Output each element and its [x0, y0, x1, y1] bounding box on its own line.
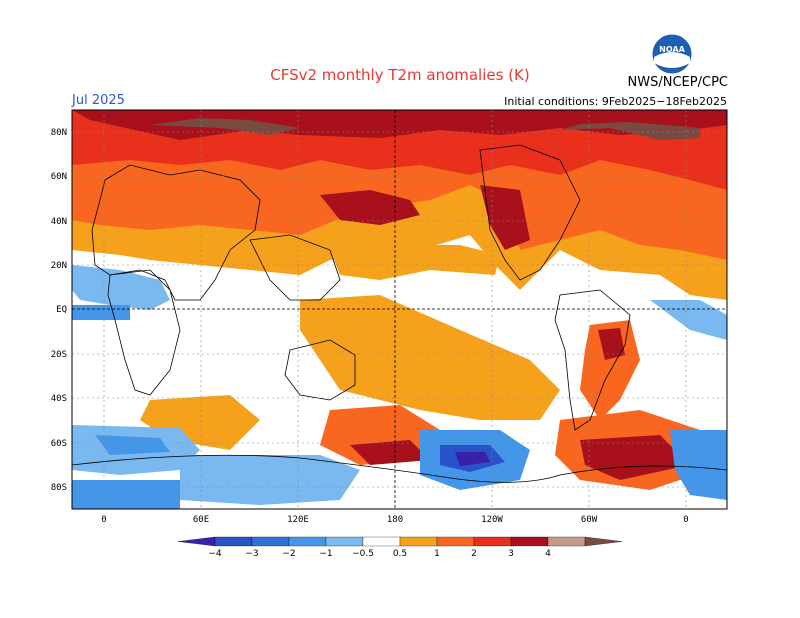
- colorbar-swatch: [362, 536, 401, 547]
- noaa-logo-icon: NOAA: [651, 33, 693, 75]
- colorbar-tick-label: −0.5: [352, 549, 374, 559]
- colorbar-tick-label: −4: [208, 549, 222, 559]
- lon-label: 120E: [287, 515, 309, 525]
- colorbar-swatch: [473, 536, 512, 547]
- chart-title: CFSv2 monthly T2m anomalies (K): [270, 66, 530, 84]
- colorbar-swatch: [251, 536, 290, 547]
- anomaly-field: [72, 110, 727, 509]
- colorbar-swatch: [214, 536, 253, 547]
- lon-label: 0: [683, 515, 688, 525]
- colorbar: −4 −3 −2 −1 −0.5 0.5 1 2 3 4: [177, 536, 623, 559]
- lon-label: 60E: [193, 515, 209, 525]
- lat-label: 80N: [51, 128, 67, 138]
- lat-label: 40N: [51, 217, 67, 227]
- lat-label: 80S: [51, 483, 67, 493]
- colorbar-swatch: [547, 536, 586, 547]
- colorbar-swatch: [325, 536, 364, 547]
- colorbar-swatch: [399, 536, 438, 547]
- lat-label: 60N: [51, 172, 67, 182]
- colorbar-swatch: [288, 536, 327, 547]
- lon-label: 120W: [481, 515, 503, 525]
- agency-label: NWS/NCEP/CPC: [627, 75, 728, 90]
- latitude-labels: 80N 60N 40N 20N EQ 20S 40S 60S 80S: [51, 128, 67, 493]
- colorbar-swatch: [436, 536, 475, 547]
- colorbar-tick-label: −3: [245, 549, 258, 559]
- forecast-month: Jul 2025: [72, 93, 125, 108]
- lat-label: 20S: [51, 350, 67, 360]
- lat-label: 20N: [51, 261, 67, 271]
- graticule: [72, 110, 727, 509]
- colorbar-tick-label: 0.5: [393, 549, 407, 559]
- colorbar-swatch: [584, 536, 623, 547]
- map-frame: [71, 109, 728, 510]
- colorbar-tick-label: 2: [471, 549, 477, 559]
- colorbar-tick-label: 1: [434, 549, 440, 559]
- longitude-labels: 0 60E 120E 180 120W 60W 0: [101, 515, 688, 525]
- colorbar-tick-label: 3: [508, 549, 514, 559]
- lon-label: 0: [101, 515, 106, 525]
- colorbar-swatch: [177, 536, 216, 547]
- colorbar-tick-label: −2: [282, 549, 295, 559]
- initial-conditions: Initial conditions: 9Feb2025−18Feb2025: [504, 95, 727, 108]
- lon-label: 60W: [581, 515, 598, 525]
- colorbar-tick-label: −1: [319, 549, 332, 559]
- colorbar-tick-label: 4: [545, 549, 551, 559]
- lat-label: 60S: [51, 439, 67, 449]
- logo-text: NOAA: [659, 45, 685, 54]
- lat-label: 40S: [51, 394, 67, 404]
- lon-label: 180: [387, 515, 403, 525]
- lat-label: EQ: [56, 305, 67, 315]
- colorbar-swatch: [510, 536, 549, 547]
